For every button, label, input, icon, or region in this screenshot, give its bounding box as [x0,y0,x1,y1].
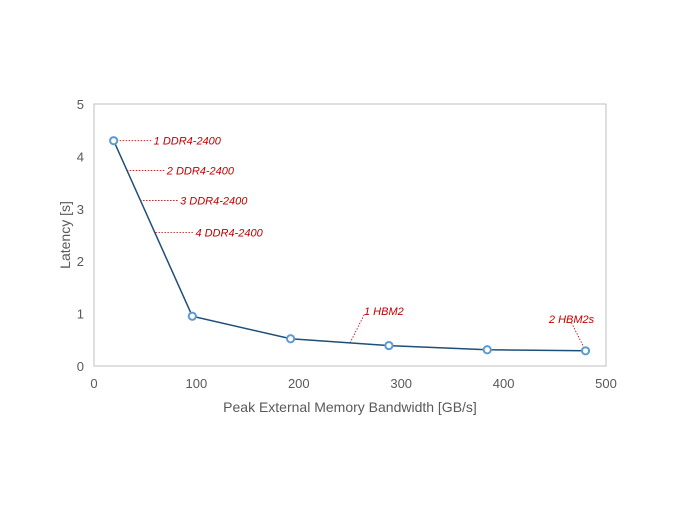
x-axis-title: Peak External Memory Bandwidth [GB/s] [223,399,477,415]
plot-area-frame [93,103,607,367]
data-point-marker [384,340,394,351]
annotation-label: 3 DDR4-2400 [180,195,248,207]
annotation-label: 2 HBM2s [548,314,595,326]
x-tick-label: 300 [390,376,412,391]
annotation-label: 2 DDR4-2400 [166,166,235,178]
y-tick-label: 2 [77,254,84,269]
y-tick-label: 4 [77,149,84,164]
x-tick-label: 0 [90,376,97,391]
annotation-label: 1 HBM2 [364,306,404,318]
annotation-label: 1 DDR4-2400 [154,136,222,148]
data-point-marker [109,136,119,146]
annotation-label: 4 DDR4-2400 [195,227,263,239]
y-tick-label: 5 [77,97,84,112]
x-tick-label: 100 [186,376,208,391]
annotation-leader-line [349,314,365,344]
x-tick-label: 200 [288,376,310,391]
x-tick-label: 400 [493,376,515,391]
series-line [112,140,586,352]
y-tick-label: 3 [77,202,84,217]
data-point-marker [482,345,492,355]
annotation-leader-line [571,322,586,351]
data-point-marker [580,346,591,356]
x-tick-label: 500 [595,376,617,391]
y-tick-label: 1 [77,307,84,322]
y-axis-title: Latency [s] [57,201,73,269]
data-point-marker [286,334,296,344]
y-tick-label: 0 [77,359,84,374]
data-point-marker [187,311,197,321]
